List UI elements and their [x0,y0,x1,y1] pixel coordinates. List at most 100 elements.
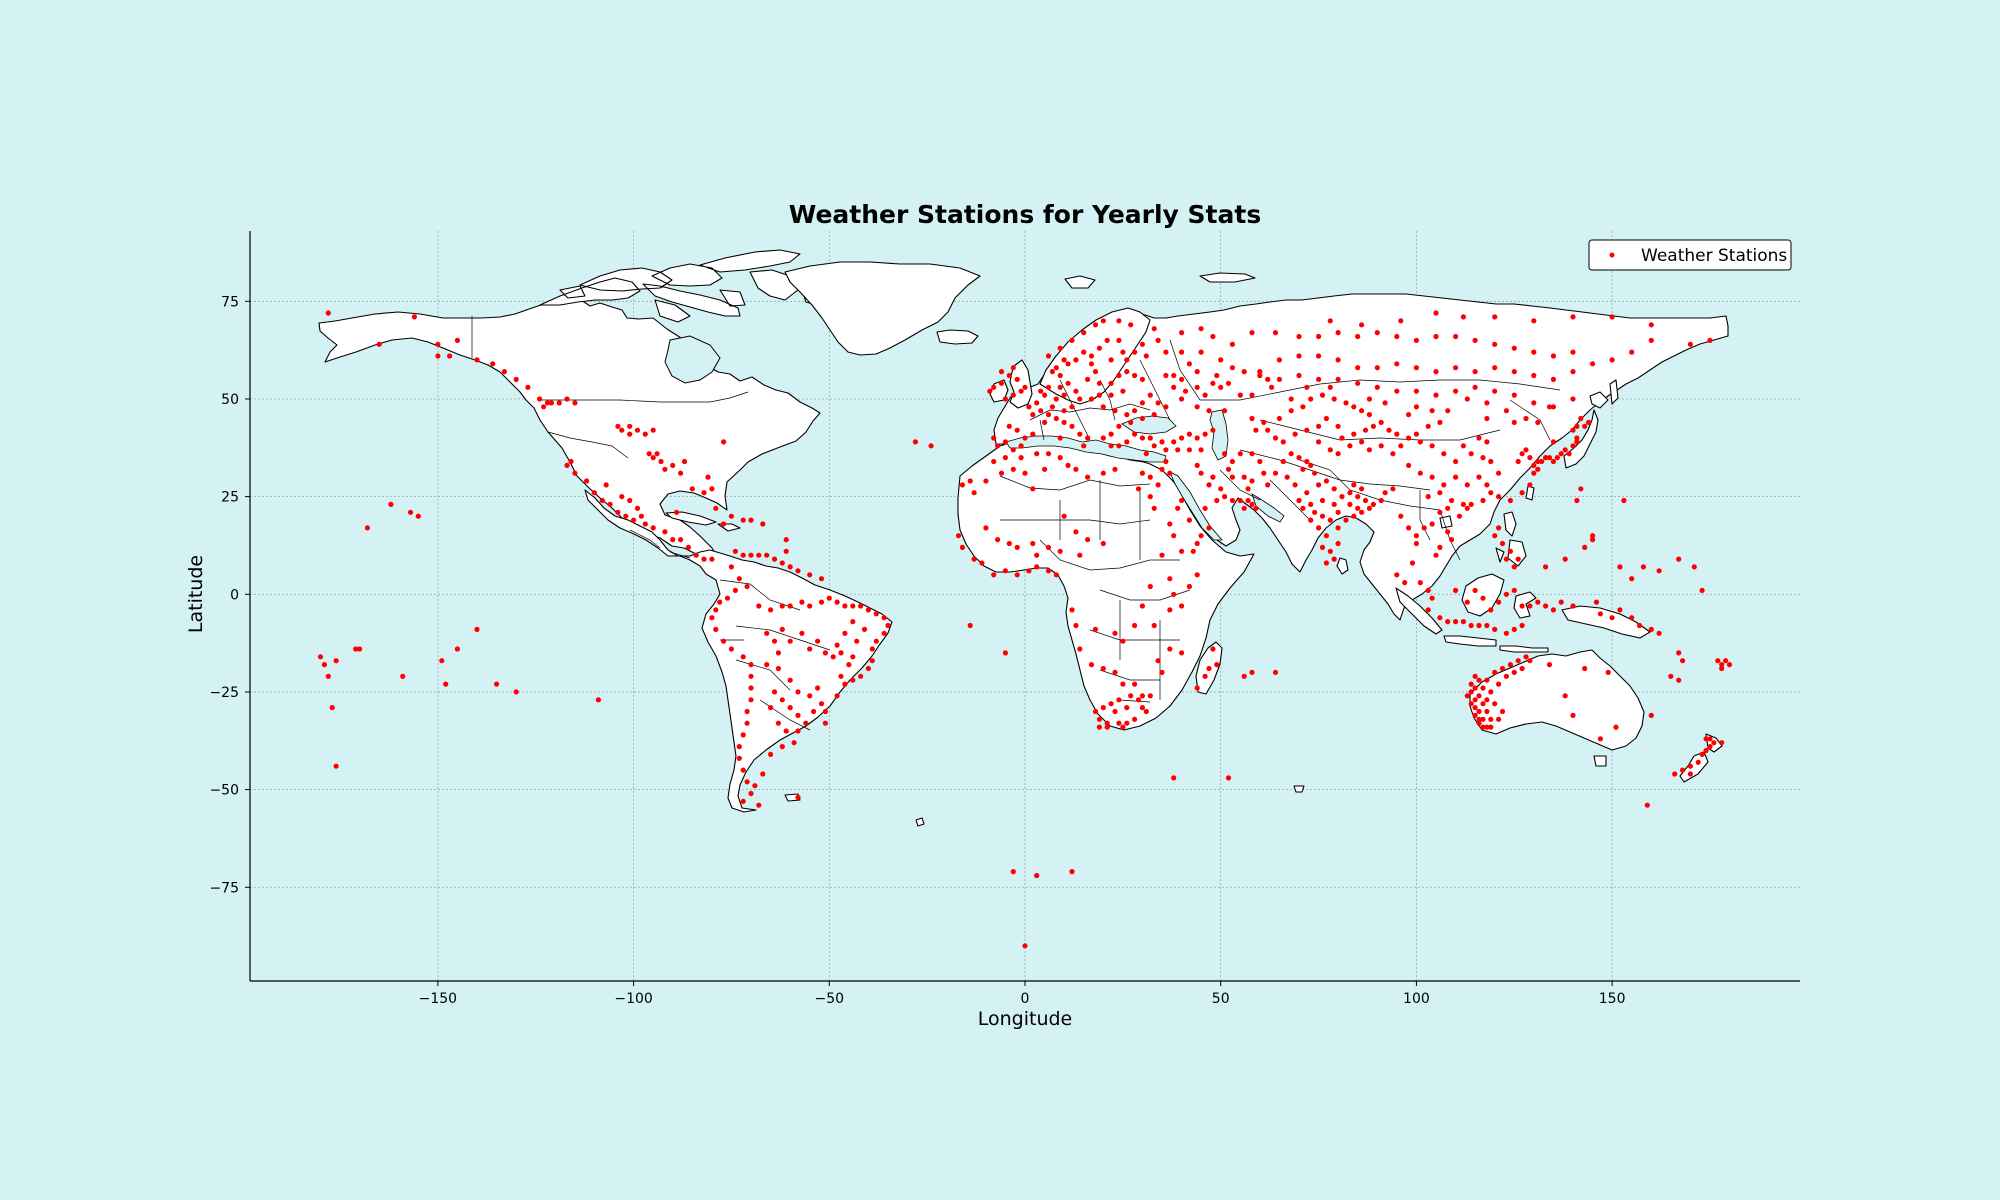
station-marker [768,705,774,711]
y-tick-label: 0 [230,587,239,603]
station-marker [768,751,774,758]
station-marker [353,646,359,652]
station-marker [1139,435,1145,441]
red-sea [1169,471,1223,541]
station-marker [995,443,1001,449]
station-marker [1045,451,1052,457]
station-marker [1210,380,1216,386]
station-marker [1468,701,1474,707]
station-marker [1511,669,1517,676]
station-marker [1472,369,1478,375]
station-marker [1049,369,1055,375]
station-marker [1112,466,1118,472]
station-marker [1453,365,1459,371]
station-marker [1550,353,1556,359]
station-marker [928,443,934,449]
station-marker [1159,669,1165,676]
station-marker [1288,396,1294,402]
station-marker [1045,568,1052,574]
station-marker [1507,497,1513,504]
station-marker [1229,458,1235,465]
station-marker [325,310,331,316]
station-marker [627,423,633,429]
station-marker [1590,537,1596,543]
station-marker [1010,392,1016,398]
station-marker [1167,521,1173,527]
station-marker [1425,423,1431,429]
station-marker [1351,404,1357,410]
station-marker [1531,470,1537,476]
station-marker [783,548,789,554]
station-marker [1519,622,1525,629]
station-marker [1010,869,1016,875]
station-marker [1484,708,1490,715]
station-marker [1132,372,1138,379]
station-marker [1460,443,1466,449]
station-marker [1253,427,1259,433]
station-marker [1229,365,1235,371]
station-marker [1394,572,1400,578]
station-marker [494,681,500,687]
station-marker [1002,455,1009,461]
station-marker [1672,771,1678,777]
station-marker [1151,505,1157,511]
station-marker [1335,376,1341,382]
station-marker [1648,712,1654,719]
station-marker [1108,431,1114,437]
station-marker [1370,423,1376,429]
station-marker [760,771,766,777]
station-marker [1362,497,1369,504]
station-marker [1503,630,1509,636]
station-marker [1417,470,1423,476]
station-marker [1366,447,1372,453]
station-marker [1492,701,1498,707]
station-marker [1719,665,1725,672]
station-marker [1167,576,1173,582]
station-marker [998,369,1005,375]
station-marker [1590,533,1596,539]
station-marker [1460,501,1466,507]
station-marker [1421,525,1427,531]
legend-label: Weather Stations [1641,246,1787,266]
station-marker [1155,658,1161,664]
station-marker [1088,396,1095,402]
station-marker [1394,431,1400,437]
station-marker [850,619,856,625]
station-marker [1703,747,1709,754]
station-marker [1276,376,1282,382]
station-marker [1472,673,1478,679]
station-marker [1445,505,1451,511]
station-marker [1308,462,1314,468]
station-marker [1523,447,1529,453]
station-marker [376,341,382,347]
station-marker [1096,345,1102,351]
station-marker [1088,361,1095,367]
station-marker [1519,490,1525,496]
station-marker [1006,423,1012,429]
station-marker [1120,349,1126,355]
station-marker [1030,540,1036,547]
station-marker [1194,384,1200,390]
station-marker [572,470,578,476]
station-marker [1120,681,1126,687]
station-marker [1124,720,1130,726]
station-marker [615,423,621,429]
station-marker [1171,372,1177,379]
station-marker [1472,337,1478,343]
station-marker [1139,400,1145,406]
station-marker [1053,572,1059,578]
station-marker [670,462,676,468]
y-tick-label: 75 [221,294,239,310]
legend-box [1588,239,1792,271]
station-marker [1222,451,1228,457]
station-marker [795,794,801,801]
station-marker [1061,357,1067,363]
station-marker [1707,744,1713,750]
station-marker [1088,353,1095,359]
station-marker [1116,720,1122,726]
station-marker [329,705,335,711]
station-marker [564,396,570,402]
station-marker [1249,669,1255,676]
station-marker [1496,681,1502,687]
